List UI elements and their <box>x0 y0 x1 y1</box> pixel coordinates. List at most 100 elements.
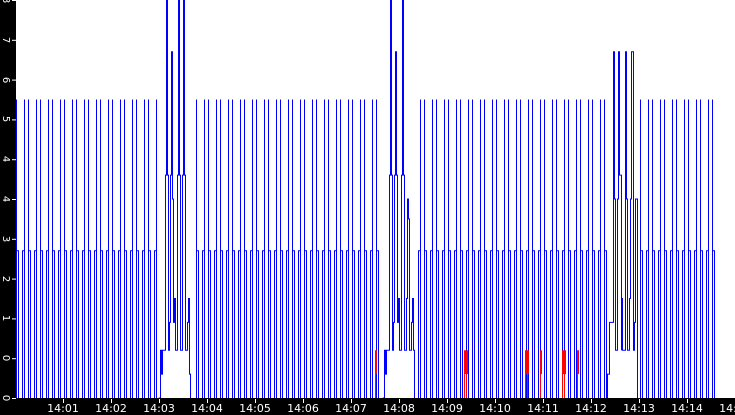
pulse-mark <box>112 99 115 398</box>
pulse-mark <box>376 99 379 398</box>
pulse-mark <box>526 99 529 398</box>
y-tick-label: 0 <box>0 355 11 362</box>
x-tick-label: 14:13 <box>623 402 655 415</box>
pulse-mark <box>346 99 349 398</box>
pulse-mark <box>28 99 31 398</box>
y-tick-label: 4 <box>0 156 11 163</box>
pulse-mark <box>322 99 325 398</box>
x-tick-label: 14:04 <box>191 402 223 415</box>
pulse-mark <box>268 99 271 398</box>
pulse-mark <box>22 99 25 398</box>
pulse-mark <box>472 99 475 398</box>
pulse-mark <box>124 99 127 398</box>
pulse-mark <box>52 99 55 398</box>
pulse-mark <box>94 99 97 398</box>
pulse-mark <box>586 99 589 398</box>
pulse-mark <box>478 99 481 398</box>
pulse-mark <box>244 99 247 398</box>
highlight-pulse <box>525 350 527 375</box>
pulse-mark <box>502 99 505 398</box>
pulse-mark <box>334 99 337 398</box>
highlight-pulse <box>562 350 564 375</box>
highlight-pulse <box>540 350 542 375</box>
x-tick-label: 14:11 <box>527 402 559 415</box>
pulse-mark <box>700 99 703 398</box>
pulse-mark <box>100 99 103 398</box>
y-tick-label: 0 <box>0 394 11 402</box>
x-tick-label: 14:12 <box>575 402 607 415</box>
pulse-mark <box>532 99 535 398</box>
burst-series <box>158 0 191 399</box>
pulse-mark <box>148 99 151 398</box>
pulse-mark <box>262 99 265 398</box>
pulse-mark <box>220 99 223 398</box>
pulse-mark <box>238 99 241 398</box>
pulse-mark <box>256 99 259 398</box>
pulse-mark <box>70 99 73 398</box>
pulse-mark <box>658 99 661 398</box>
pulse-mark <box>544 99 547 398</box>
pulse-mark <box>496 99 499 398</box>
pulse-mark <box>562 99 565 398</box>
pulse-mark <box>328 99 331 398</box>
y-tick-label: 3 <box>0 235 11 242</box>
pulse-mark <box>250 99 253 398</box>
pulse-mark <box>490 99 493 398</box>
pulse-mark <box>352 99 355 398</box>
pulse-mark <box>64 99 67 398</box>
pulse-mark <box>682 99 685 398</box>
burst-series <box>382 0 415 399</box>
pulse-mark <box>208 99 211 398</box>
pulse-mark <box>694 99 697 398</box>
pulse-mark <box>40 99 43 398</box>
x-tick-label: 14:07 <box>335 402 367 415</box>
x-tick-label: 14:09 <box>431 402 463 415</box>
x-tick-label: 14:03 <box>143 402 175 415</box>
pulse-mark <box>340 99 343 398</box>
pulse-mark <box>520 99 523 398</box>
highlight-pulse <box>527 350 529 375</box>
x-tick-label: 14:10 <box>479 402 511 415</box>
pulse-mark <box>460 99 463 398</box>
y-tick-label: 4 <box>0 195 11 203</box>
highlight-pulse <box>464 350 466 375</box>
pulse-mark <box>196 99 199 398</box>
pulse-mark <box>688 99 691 398</box>
x-tick-label: 14:15 <box>719 402 735 415</box>
x-tick-label: 14:05 <box>239 402 271 415</box>
pulse-mark <box>514 99 517 398</box>
x-tick-label: 14:02 <box>95 402 127 415</box>
pulse-mark <box>706 99 709 398</box>
pulse-mark <box>226 99 229 398</box>
pulse-mark <box>46 99 49 398</box>
pulse-mark <box>286 99 289 398</box>
pulse-mark <box>292 99 295 398</box>
pulse-mark <box>604 99 607 398</box>
pulse-mark <box>508 99 511 398</box>
highlight-pulse <box>375 350 377 375</box>
pulse-mark <box>454 99 457 398</box>
pulse-mark <box>274 99 277 398</box>
y-tick-label: 7 <box>0 36 11 43</box>
y-tick-label: 5 <box>0 116 11 123</box>
pulse-mark <box>214 99 217 398</box>
pulse-mark <box>592 99 595 398</box>
pulse-mark <box>202 99 205 398</box>
pulse-mark <box>82 99 85 398</box>
pulse-mark <box>358 99 361 398</box>
pulse-mark <box>556 99 559 398</box>
burst-series <box>606 51 638 399</box>
pulse-mark <box>712 99 715 398</box>
pulse-mark <box>136 99 139 398</box>
pulse-mark <box>568 99 571 398</box>
pulse-mark <box>106 99 109 398</box>
x-tick-label: 14:01 <box>47 402 79 415</box>
y-tick-label: 1 <box>0 315 11 322</box>
pulse-mark <box>538 99 541 398</box>
highlight-pulse <box>564 350 566 375</box>
pulse-mark <box>142 99 145 398</box>
pulse-mark <box>304 99 307 398</box>
pulse-mark <box>232 99 235 398</box>
pulse-mark <box>34 99 37 398</box>
